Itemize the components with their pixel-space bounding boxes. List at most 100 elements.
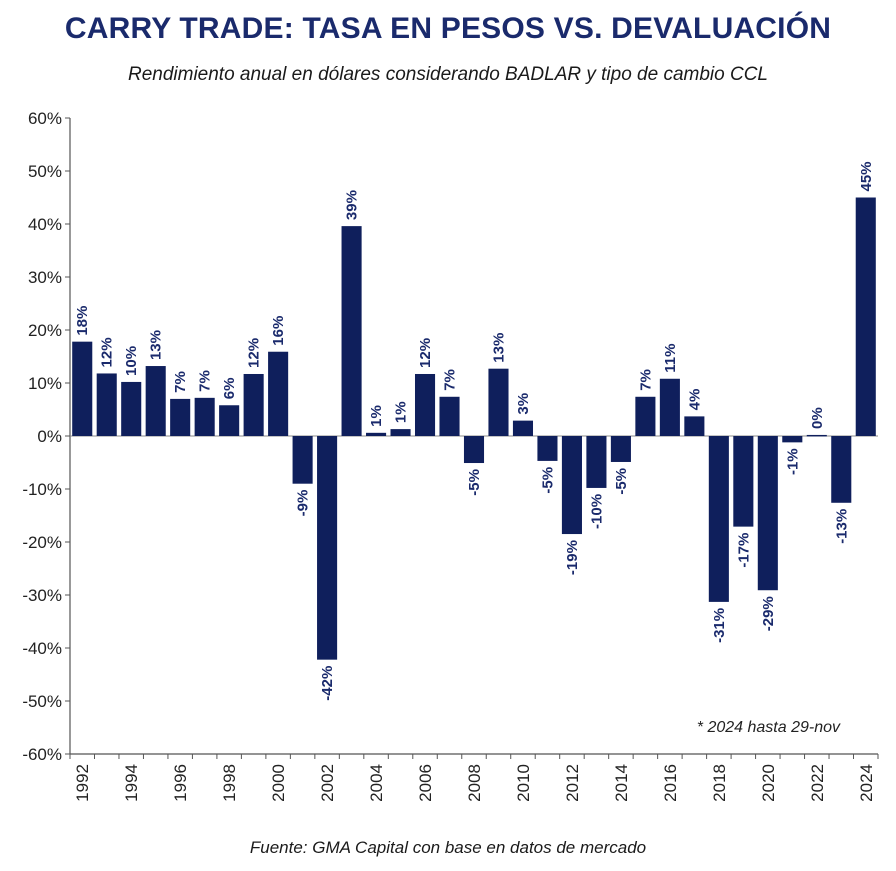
bar: [757, 436, 778, 591]
bar: [145, 366, 166, 436]
bar: [855, 197, 876, 436]
bar: [708, 436, 729, 602]
bar-data-label: -29%: [760, 596, 777, 631]
x-tick-label: 2002: [318, 764, 337, 802]
bar-data-label: 45%: [858, 161, 875, 191]
bar-data-label: -9%: [295, 490, 312, 517]
bar-data-label: -17%: [735, 533, 752, 568]
bar: [72, 341, 93, 436]
y-tick-label: 30%: [28, 268, 62, 287]
bar: [831, 436, 852, 503]
chart-source: Fuente: GMA Capital con base en datos de…: [249, 838, 647, 857]
y-tick-label: -10%: [22, 480, 62, 499]
y-tick-label: 10%: [28, 374, 62, 393]
x-tick-label: 2014: [612, 764, 631, 802]
x-tick-label: 2018: [710, 764, 729, 802]
bar-data-label: -31%: [711, 608, 728, 643]
bar-data-label: 1%: [368, 405, 385, 427]
y-tick-label: 60%: [28, 109, 62, 128]
bar-data-label: 12%: [99, 337, 116, 367]
bar-data-label: 12%: [417, 338, 434, 368]
bar: [268, 351, 289, 436]
chart-title: CARRY TRADE: TASA EN PESOS VS. DEVALUACI…: [64, 12, 832, 45]
x-tick-label: 2000: [269, 764, 288, 802]
bar-data-label: 12%: [246, 338, 263, 368]
chart-subtitle: Rendimiento anual en dólares considerand…: [127, 64, 769, 85]
bar: [586, 436, 607, 488]
y-tick-label: 40%: [28, 215, 62, 234]
bar: [537, 436, 558, 461]
bar: [488, 368, 509, 436]
bar-data-label: 18%: [74, 306, 91, 336]
x-tick-label: 1992: [73, 764, 92, 802]
bar: [194, 397, 215, 436]
bar: [463, 436, 485, 464]
bar: [341, 226, 362, 436]
chart-note: * 2024 hasta 29-nov: [697, 719, 841, 736]
bar-data-label: 6%: [221, 378, 238, 400]
bar-data-label: 7%: [442, 369, 459, 391]
bar: [684, 416, 705, 436]
bar-data-label: 13%: [490, 333, 507, 363]
x-tick-label: 2020: [759, 764, 778, 802]
bar-data-label: 39%: [344, 190, 361, 220]
bar-data-label: -42%: [319, 666, 336, 701]
y-tick-label: 20%: [28, 321, 62, 340]
bar-data-label: -1%: [784, 448, 801, 475]
bar: [292, 436, 313, 484]
bar: [414, 373, 436, 436]
y-tick-label: -60%: [22, 745, 62, 764]
bar: [561, 436, 582, 535]
bar: [317, 436, 338, 660]
bar-data-label: -5%: [466, 469, 483, 496]
bar-data-label: 10%: [123, 346, 140, 376]
bar: [806, 434, 827, 437]
bar-data-label: 1%: [393, 401, 410, 423]
bar-data-label: -10%: [588, 494, 605, 529]
bar: [782, 436, 803, 443]
bar: [243, 373, 264, 436]
bars: [72, 197, 876, 660]
y-tick-label: -40%: [22, 639, 62, 658]
x-tick-label: 2006: [416, 764, 435, 802]
bar: [170, 398, 191, 436]
bar-data-label: -19%: [564, 540, 581, 575]
bar-data-label: 13%: [148, 330, 165, 360]
bar-data-label: 11%: [662, 344, 679, 373]
bar: [733, 436, 754, 527]
bar: [610, 436, 631, 462]
x-tick-label: 2004: [367, 764, 386, 802]
bar: [390, 429, 411, 436]
bar: [439, 396, 460, 436]
x-tick-label: 2008: [465, 764, 484, 802]
bar-data-label: 7%: [637, 369, 654, 391]
bar: [219, 405, 240, 436]
bar-data-label: -5%: [539, 467, 556, 494]
bar: [96, 373, 117, 436]
x-tick-label: 2024: [857, 764, 876, 802]
y-tick-label: -20%: [22, 533, 62, 552]
x-tick-label: 1998: [220, 764, 239, 802]
bar-data-label: 0%: [809, 407, 826, 429]
x-tick-label: 2016: [661, 764, 680, 802]
x-tick-label: 2022: [808, 764, 827, 802]
y-tick-label: -30%: [22, 586, 62, 605]
bar: [659, 378, 680, 436]
bar: [512, 420, 534, 436]
x-axis: 1992 1994 1996 1998 2000 2002 2004 2006 2008 2010…: [69, 753, 879, 802]
x-tick-label: 2012: [563, 764, 582, 802]
bar-labels: 18% 12% 10% 13% 7% 7% 6% 12% 16% -9% -42% 39% 1% 1% 12…: [74, 161, 875, 700]
y-tick-label: -50%: [22, 692, 62, 711]
y-tick-label: 50%: [28, 162, 62, 181]
bar-data-label: 4%: [686, 389, 703, 411]
bar-data-label: 7%: [172, 371, 189, 393]
bar-data-label: -5%: [613, 468, 630, 495]
bar-data-label: -13%: [833, 509, 850, 544]
x-tick-label: 2010: [514, 764, 533, 802]
bar: [366, 432, 387, 436]
x-tick-label: 1996: [171, 764, 190, 802]
x-tick-label: 1994: [122, 764, 141, 802]
bar: [635, 396, 656, 436]
bar-data-label: 16%: [270, 316, 287, 346]
